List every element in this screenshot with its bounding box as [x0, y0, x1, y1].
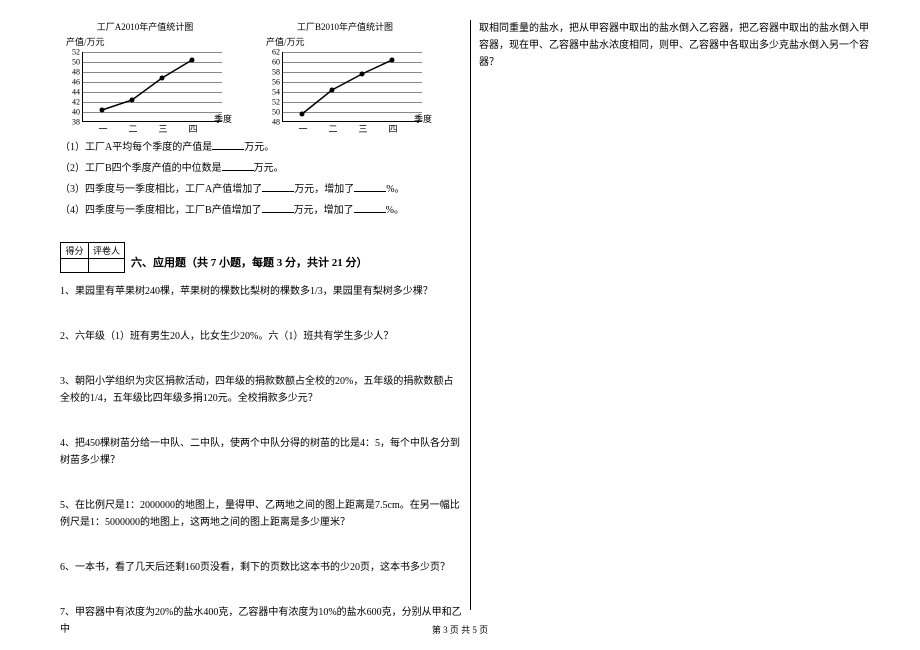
app-q7b: 取相同重量的盐水，把从甲容器中取出的盐水倒入乙容器，把乙容器中取出的盐水倒入甲容…: [479, 20, 871, 71]
charts-row: 工厂A2010年产值统计图 产值/万元 52 50 48 46 44 42 40…: [60, 20, 462, 128]
app-q6: 6、一本书，看了几天后还剩160页没看，剩下的页数比这本书的少20页，这本书多少…: [60, 559, 462, 576]
app-q5: 5、在比例尺是1：2000000的地图上，量得甲、乙两地之间的图上距离是7.5c…: [60, 497, 462, 531]
blank: [354, 201, 386, 213]
chart-b-ylabel: 产值/万元: [266, 35, 430, 48]
app-q1: 1、果园里有苹果树240棵，苹果树的棵数比梨树的棵数多1/3，果园里有梨树多少棵…: [60, 283, 462, 300]
section-6-header: 得分评卷人 六、应用题（共 7 小题，每题 3 分，共计 21 分）: [60, 242, 462, 273]
fill-q1: （1）工厂A平均每个季度的产值是万元。: [60, 138, 462, 157]
blank: [262, 180, 294, 192]
blank: [222, 159, 254, 171]
chart-b-title: 工厂B2010年产值统计图: [260, 20, 430, 33]
chart-a-title: 工厂A2010年产值统计图: [60, 20, 230, 33]
fill-q2: （2）工厂B四个季度产值的中位数是万元。: [60, 159, 462, 178]
fill-questions: （1）工厂A平均每个季度的产值是万元。 （2）工厂B四个季度产值的中位数是万元。…: [60, 138, 462, 220]
chart-a-axes: 一 二 三 四 季度: [82, 52, 222, 122]
blank: [262, 201, 294, 213]
page-footer: 第 3 页 共 5 页: [0, 623, 920, 636]
app-q2: 2、六年级（1）班有男生20人，比女生少20%。六（1）班共有学生多少人？: [60, 328, 462, 345]
chart-a-ylabel: 产值/万元: [66, 35, 230, 48]
app-q3: 3、朝阳小学组织为灾区捐款活动，四年级的捐款数额占全校的20%，五年级的捐款数额…: [60, 373, 462, 407]
section-6-title: 六、应用题（共 7 小题，每题 3 分，共计 21 分）: [131, 242, 368, 270]
chart-b: 工厂B2010年产值统计图 产值/万元 62 60 58 56 54 52 50…: [260, 20, 430, 128]
blank: [354, 180, 386, 192]
chart-a-xlabel: 季度: [214, 112, 232, 125]
chart-b-xlabel: 季度: [414, 112, 432, 125]
app-q4: 4、把450棵树苗分给一中队、二中队，使两个中队分得的树苗的比是4：5，每个中队…: [60, 435, 462, 469]
fill-q3: （3）四季度与一季度相比，工厂A产值增加了万元，增加了%。: [60, 180, 462, 199]
chart-a: 工厂A2010年产值统计图 产值/万元 52 50 48 46 44 42 40…: [60, 20, 230, 128]
chart-b-axes: 一 二 三 四 季度: [282, 52, 422, 122]
score-table: 得分评卷人: [60, 242, 125, 273]
blank: [212, 138, 244, 150]
fill-q4: （4）四季度与一季度相比，工厂B产值增加了万元，增加了%。: [60, 201, 462, 220]
